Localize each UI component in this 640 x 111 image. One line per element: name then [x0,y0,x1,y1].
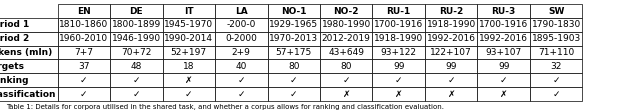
Text: Table 1: Details for corpora utilised in the shared task, and whether a corpus a: Table 1: Details for corpora utilised in… [6,104,444,110]
